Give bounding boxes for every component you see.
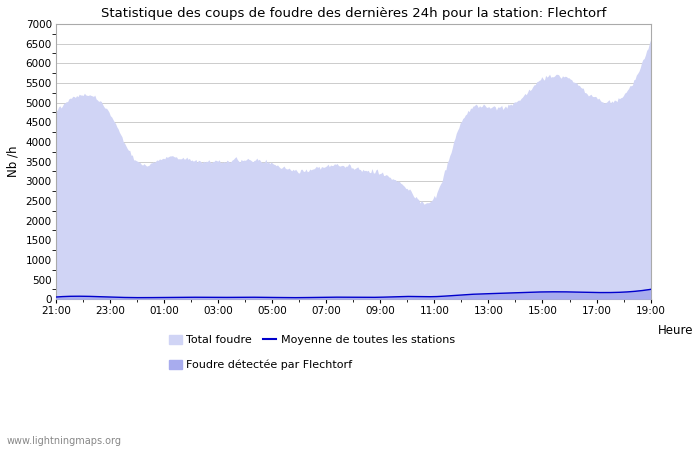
Title: Statistique des coups de foudre des dernières 24h pour la station: Flechtorf: Statistique des coups de foudre des dern… [101,7,606,20]
Y-axis label: Nb /h: Nb /h [7,146,20,177]
Text: www.lightningmaps.org: www.lightningmaps.org [7,436,122,446]
Legend: Foudre détectée par Flechtorf: Foudre détectée par Flechtorf [169,360,352,370]
Text: Heure: Heure [657,324,693,337]
